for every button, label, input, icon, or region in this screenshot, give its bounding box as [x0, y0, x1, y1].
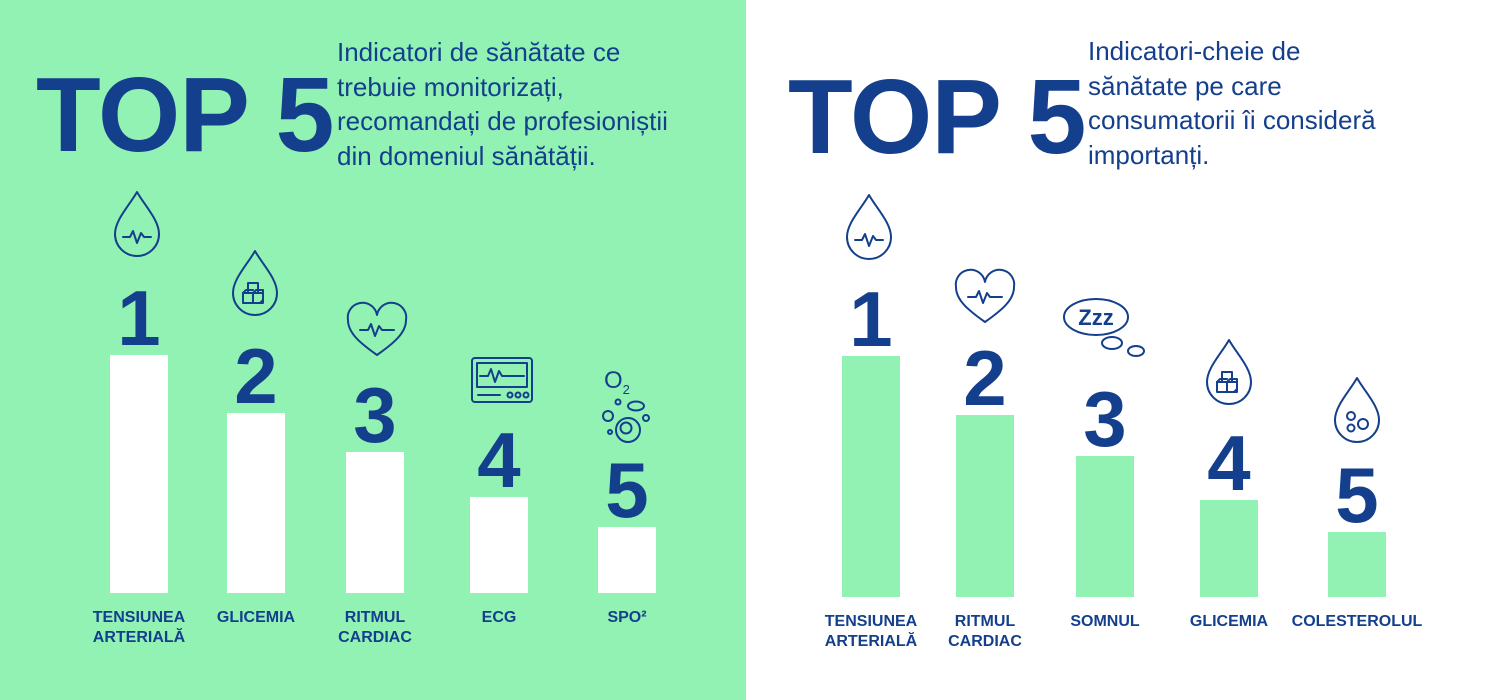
right-panel: TOP 5 Indicatori-cheie de sănătate pe ca…	[746, 0, 1493, 700]
rank-number-1: 1	[117, 274, 161, 362]
category-label-5: SpO²	[607, 609, 647, 626]
bar-2	[227, 413, 285, 593]
rank-number-4: 4	[1207, 419, 1251, 507]
blood-drop-pulse-icon	[111, 190, 163, 260]
category-label-1: TENSIUNEA ARTERIALĂ	[92, 609, 186, 646]
right-top5-title: TOP 5	[788, 58, 1086, 176]
bar-5	[598, 527, 656, 593]
blood-drop-sugar-cubes-icon	[229, 249, 281, 319]
rank-number-2: 2	[234, 332, 278, 420]
left-panel: TOP 5 Indicatori de sănătate ce trebuie …	[0, 0, 746, 700]
bar-5	[1328, 532, 1386, 597]
rank-number-2: 2	[963, 334, 1007, 422]
oxygen-bubbles-icon: O2	[598, 362, 654, 444]
category-label-4: GLICEMIA	[1189, 613, 1269, 630]
right-subtitle: Indicatori-cheie de sănătate pe care con…	[1088, 36, 1376, 170]
rank-number-4: 4	[477, 416, 521, 504]
blood-drop-sugar-cubes-icon	[1203, 338, 1255, 408]
heart-pulse-icon	[346, 301, 408, 357]
blood-drop-pulse-icon	[843, 193, 895, 263]
bar-2	[956, 415, 1014, 597]
category-label-3: RITMUL CARDIAC	[338, 609, 412, 646]
bar-1	[110, 355, 168, 593]
bar-1	[842, 356, 900, 597]
svg-text:Zzz: Zzz	[1078, 305, 1113, 330]
rank-number-3: 3	[1083, 375, 1127, 463]
category-label-4: ECG	[481, 609, 517, 626]
category-label-2: GLICEMIA	[216, 609, 296, 626]
bar-3	[346, 452, 404, 593]
rank-number-5: 5	[605, 446, 649, 534]
rank-number-5: 5	[1335, 451, 1379, 539]
heart-pulse-icon	[954, 268, 1016, 324]
rank-number-3: 3	[353, 371, 397, 459]
bar-4	[1200, 500, 1258, 597]
left-subtitle: Indicatori de sănătate ce trebuie monito…	[337, 37, 668, 171]
category-label-3: SOMNUL	[1070, 613, 1140, 630]
ecg-monitor-icon	[470, 356, 534, 406]
category-label-2: RITMUL CARDIAC	[948, 613, 1022, 650]
svg-text:O2: O2	[604, 367, 630, 397]
rank-number-1: 1	[849, 275, 893, 363]
bar-3	[1076, 456, 1134, 597]
left-top5-title: TOP 5	[36, 56, 334, 174]
category-label-1: TENSIUNEA ARTERIALĂ	[824, 613, 918, 650]
bar-4	[470, 497, 528, 593]
sleep-zzz-icon: Zzz	[1062, 297, 1154, 359]
category-label-5: COLESTEROLUL	[1291, 613, 1423, 630]
blood-drop-cholesterol-icon	[1331, 376, 1383, 446]
